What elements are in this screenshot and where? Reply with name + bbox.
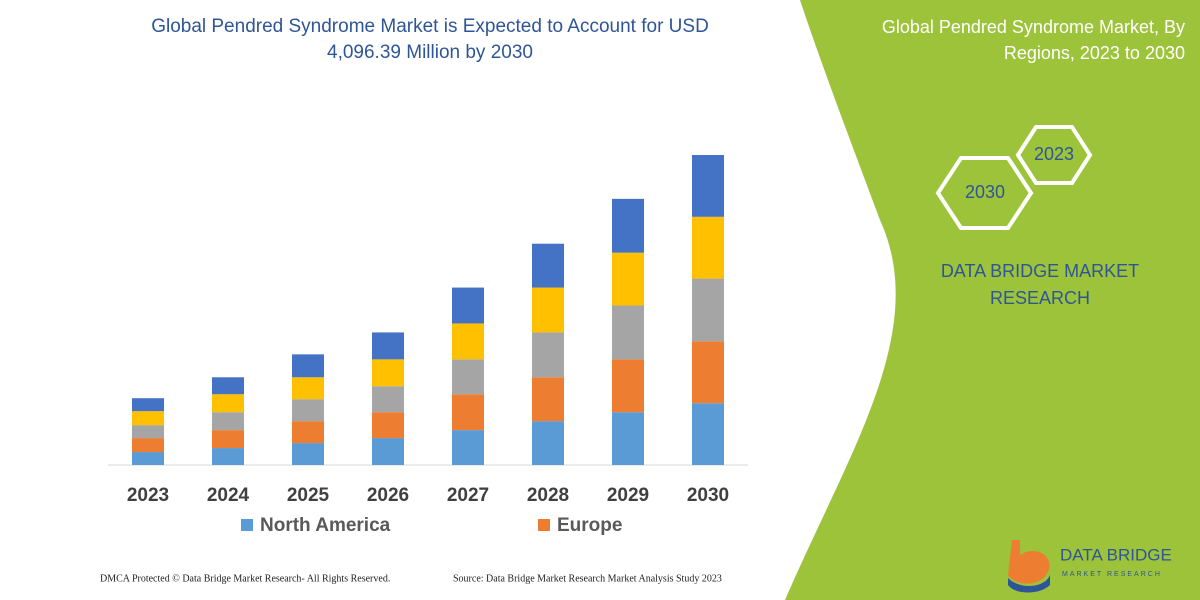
bar-segment bbox=[532, 287, 564, 333]
side-title-box: Global Pendred Syndrome Market, By Regio… bbox=[881, 17, 1185, 63]
bar-segment bbox=[692, 278, 724, 342]
bar-segment bbox=[692, 341, 724, 404]
footer-left: DMCA Protected © Data Bridge Market Rese… bbox=[100, 573, 390, 584]
legend-label: North America bbox=[260, 515, 391, 536]
legend-label: Europe bbox=[557, 515, 622, 536]
side-title: Global Pendred Syndrome Market, By Regio… bbox=[881, 17, 1185, 63]
bar-segment bbox=[212, 448, 244, 465]
bar-segment bbox=[372, 359, 404, 387]
bar-segment bbox=[692, 216, 724, 279]
hex-label: 2023 bbox=[1034, 144, 1074, 164]
bar-segment bbox=[212, 412, 244, 431]
x-tick-label: 2029 bbox=[607, 485, 649, 506]
bar-segment bbox=[532, 421, 564, 465]
bar-segment bbox=[692, 403, 724, 465]
chart-title: Global Pendred Syndrome Market is Expect… bbox=[151, 16, 709, 63]
logo-tagline: MARKET RESEARCH bbox=[1062, 571, 1162, 578]
x-tick-label: 2028 bbox=[527, 485, 569, 506]
bar-segment bbox=[212, 430, 244, 449]
bar-segment bbox=[452, 430, 484, 465]
hex-label: 2030 bbox=[965, 182, 1005, 202]
x-tick-label: 2025 bbox=[287, 485, 330, 506]
bar-segment bbox=[692, 155, 724, 217]
hexagon bbox=[1015, 125, 1093, 185]
x-tick-label: 2023 bbox=[127, 485, 169, 506]
bar-segment bbox=[612, 252, 644, 306]
footer-right: Source: Data Bridge Market Research Mark… bbox=[453, 573, 722, 584]
bar-segment bbox=[292, 399, 324, 422]
logo-mark bbox=[1008, 575, 1050, 593]
hexagon bbox=[935, 156, 1034, 230]
bar-segment bbox=[372, 412, 404, 439]
bar-segment bbox=[452, 287, 484, 324]
side-panel bbox=[785, 0, 1200, 600]
legend-swatch bbox=[538, 519, 550, 531]
bar-segment bbox=[532, 243, 564, 288]
bar-segment bbox=[372, 332, 404, 360]
brand-box: DATA BRIDGE MARKET RESEARCH bbox=[940, 261, 1140, 308]
bar-segment bbox=[372, 386, 404, 413]
bar-segment bbox=[612, 412, 644, 465]
bar-segment bbox=[452, 394, 484, 431]
legend-swatch bbox=[241, 519, 253, 531]
bar-segment bbox=[612, 305, 644, 360]
bar-segment bbox=[532, 332, 564, 378]
bar-segment bbox=[292, 443, 324, 465]
bar-segment bbox=[372, 438, 404, 465]
bar-segment bbox=[132, 425, 164, 439]
bar-segment bbox=[532, 377, 564, 422]
bar-segment bbox=[452, 359, 484, 395]
bar-segment bbox=[132, 438, 164, 453]
bar-segment bbox=[292, 354, 324, 378]
x-tick-label: 2024 bbox=[207, 485, 250, 506]
bar-segment bbox=[612, 359, 644, 413]
bar-segment bbox=[212, 377, 244, 395]
logo-mark bbox=[1008, 540, 1050, 584]
bar-segment bbox=[132, 452, 164, 465]
side-brand: DATA BRIDGE MARKET RESEARCH bbox=[940, 261, 1140, 308]
bar-segment bbox=[132, 411, 164, 426]
x-tick-label: 2027 bbox=[447, 485, 489, 506]
logo-name: DATA BRIDGE bbox=[1060, 545, 1172, 564]
bar-segment bbox=[292, 421, 324, 444]
bar-segment bbox=[452, 323, 484, 360]
bar-segment bbox=[212, 394, 244, 413]
title-box: Global Pendred Syndrome Market is Expect… bbox=[151, 16, 709, 63]
x-tick-label: 2030 bbox=[687, 485, 729, 506]
bar-segment bbox=[612, 198, 644, 253]
bar-segment bbox=[292, 377, 324, 400]
bar-segment bbox=[132, 398, 164, 412]
x-tick-label: 2026 bbox=[367, 485, 409, 506]
